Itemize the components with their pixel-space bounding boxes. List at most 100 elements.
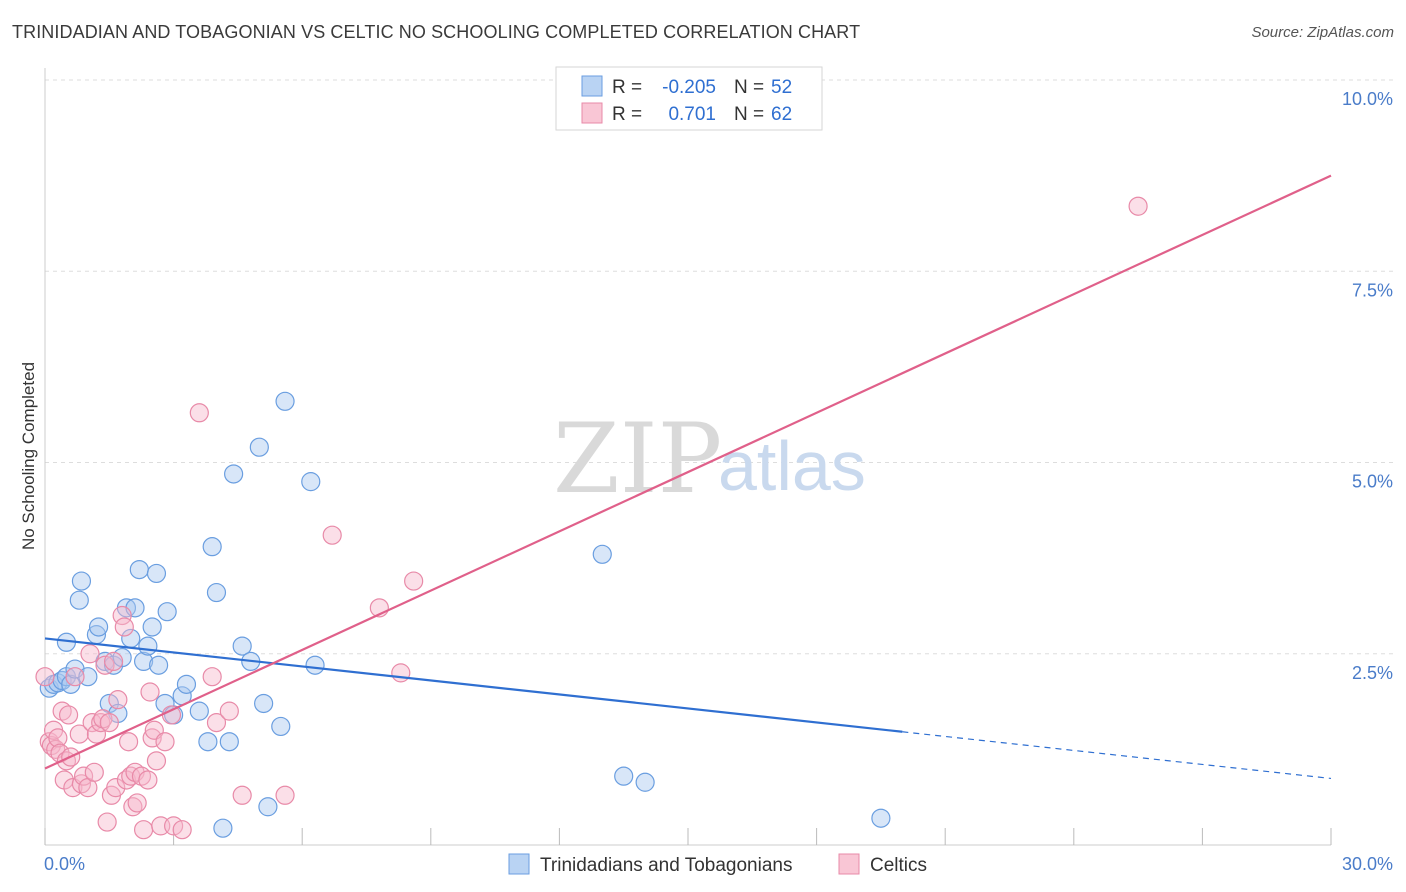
watermark-atlas: atlas	[718, 427, 866, 505]
point-celtics	[35, 667, 55, 687]
chart-source: Source: ZipAtlas.com	[1251, 24, 1394, 41]
trend-line-celtics	[44, 174, 1332, 770]
point-trinidadians	[871, 808, 891, 828]
stats-legend-n-label-1: N =	[734, 77, 764, 98]
series-celtics-points	[35, 196, 1148, 840]
point-trinidadians	[69, 590, 89, 610]
point-trinidadians	[157, 602, 177, 622]
stats-legend-r-value-1: -0.205	[662, 77, 716, 98]
point-celtics	[155, 732, 175, 752]
point-celtics	[219, 701, 239, 721]
point-celtics	[106, 778, 126, 798]
point-trinidadians	[275, 391, 295, 411]
point-trinidadians	[176, 674, 197, 694]
series-trinidadians-points	[39, 391, 891, 838]
stats-legend-r-label-1: R =	[612, 77, 642, 98]
stats-legend: R = -0.205 N = 52 R = 0.701 N = 62	[555, 66, 823, 131]
stats-legend-r-value-2: 0.701	[668, 104, 716, 125]
point-celtics	[108, 690, 128, 710]
point-celtics	[118, 732, 139, 752]
point-trinidadians	[198, 732, 218, 752]
point-celtics	[99, 712, 119, 733]
point-celtics	[161, 705, 182, 725]
point-trinidadians	[232, 636, 252, 656]
point-trinidadians	[301, 472, 321, 492]
point-celtics	[202, 667, 222, 687]
watermark: ZIP atlas	[553, 403, 866, 515]
point-trinidadians	[148, 655, 169, 675]
point-celtics	[127, 793, 147, 813]
stats-legend-n-value-2: 62	[771, 104, 792, 125]
point-celtics	[189, 403, 209, 423]
point-trinidadians	[258, 797, 278, 817]
y-tick-label: 2.5%	[1352, 663, 1393, 683]
point-trinidadians	[138, 636, 158, 656]
point-trinidadians	[133, 651, 154, 672]
point-trinidadians	[249, 437, 269, 457]
point-celtics	[48, 728, 68, 748]
trend-line-trinidadians-extension	[902, 731, 1332, 780]
y-axis-label: No Schooling Completed	[19, 362, 38, 550]
point-celtics	[146, 751, 167, 771]
point-trinidadians	[305, 655, 325, 675]
grid	[45, 79, 1393, 655]
axes: 2.5% 5.0% 7.5% 10.0% 0.0% 30.0%	[44, 68, 1393, 874]
point-celtics	[114, 617, 134, 637]
trend-line-trinidadians	[44, 637, 903, 733]
point-trinidadians	[254, 693, 274, 714]
stats-legend-swatch-blue	[581, 75, 603, 97]
stats-legend-n-label-2: N =	[734, 104, 764, 125]
point-celtics	[80, 644, 100, 664]
point-trinidadians	[219, 732, 239, 752]
point-trinidadians	[213, 818, 233, 838]
point-celtics	[232, 785, 252, 805]
point-trinidadians	[146, 563, 167, 584]
series-legend-swatch-pink	[838, 853, 860, 875]
point-trinidadians	[189, 701, 209, 721]
point-celtics	[391, 663, 411, 683]
point-celtics	[1128, 196, 1148, 216]
point-celtics	[404, 571, 424, 591]
series-legend: Trinidadians and Tobagonians Celtics	[508, 853, 927, 876]
point-celtics	[73, 766, 94, 786]
point-celtics	[172, 820, 192, 840]
point-trinidadians	[142, 617, 162, 637]
y-tick-label: 7.5%	[1352, 280, 1393, 300]
stats-legend-n-value-1: 52	[771, 77, 792, 98]
point-trinidadians	[614, 766, 634, 786]
point-celtics	[275, 785, 295, 805]
point-celtics	[140, 682, 160, 702]
point-celtics	[322, 525, 342, 545]
stats-legend-swatch-pink	[581, 102, 603, 124]
point-celtics	[65, 667, 85, 687]
point-trinidadians	[88, 617, 109, 637]
point-trinidadians	[224, 464, 244, 484]
point-celtics	[69, 724, 89, 744]
point-celtics	[142, 728, 162, 748]
point-celtics	[97, 812, 117, 832]
y-tick-label: 10.0%	[1342, 89, 1393, 109]
series-legend-swatch-blue	[508, 853, 530, 875]
trend-lines	[44, 174, 1332, 780]
point-celtics	[103, 651, 124, 672]
point-celtics	[206, 712, 227, 733]
point-trinidadians	[202, 537, 222, 557]
point-trinidadians	[592, 544, 612, 564]
y-tick-label: 5.0%	[1352, 472, 1393, 492]
point-celtics	[112, 605, 132, 626]
point-celtics	[58, 705, 79, 725]
point-celtics	[138, 770, 158, 790]
x-tick-label-max: 30.0%	[1342, 854, 1393, 874]
chart-title: TRINIDADIAN AND TOBAGONIAN VS CELTIC NO …	[12, 22, 861, 42]
point-trinidadians	[206, 582, 227, 603]
point-trinidadians	[129, 559, 149, 580]
series-legend-label-blue: Trinidadians and Tobagonians	[540, 855, 792, 876]
series-legend-label-pink: Celtics	[870, 855, 927, 876]
point-trinidadians	[71, 571, 92, 591]
point-celtics	[133, 820, 154, 840]
point-celtics	[84, 762, 104, 782]
stats-legend-r-label-2: R =	[612, 104, 642, 125]
point-trinidadians	[271, 716, 291, 737]
watermark-zip: ZIP	[553, 403, 722, 515]
